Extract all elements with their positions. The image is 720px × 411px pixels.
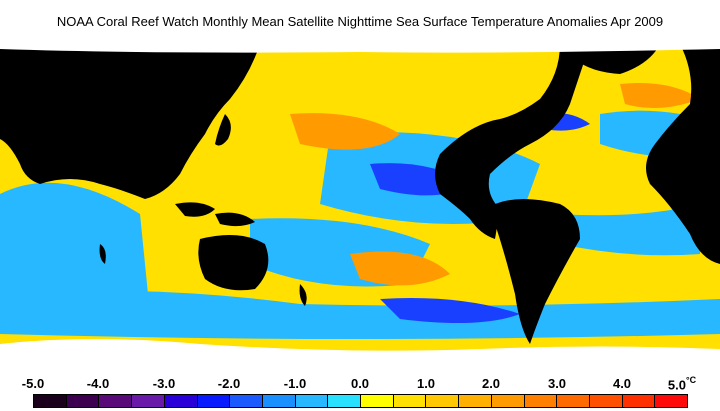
colorbar-swatch — [459, 395, 492, 407]
europe-africa — [646, 44, 720, 264]
colorbar-swatch — [622, 395, 656, 407]
new-zealand — [299, 284, 307, 306]
asia — [0, 44, 260, 199]
colorbar-swatch — [132, 395, 165, 407]
tick-label: -2.0 — [217, 376, 241, 391]
polar-ice — [0, 44, 720, 374]
colorbar-swatch — [262, 395, 296, 407]
tick-label: 1.0 — [416, 376, 436, 391]
tick-label: -4.0 — [86, 376, 110, 391]
tick-label: -1.0 — [283, 376, 307, 391]
tick-label: -3.0 — [152, 376, 176, 391]
unit-label: °C — [685, 375, 697, 385]
colorbar-swatch — [589, 395, 623, 407]
north-america — [330, 44, 590, 239]
colorbar-swatch — [99, 395, 133, 407]
tick-label: -5.0 — [21, 376, 45, 391]
tick-label: 0.0 — [350, 376, 370, 391]
colorbar — [33, 394, 688, 408]
colorbar-swatch — [230, 395, 263, 407]
tick-label: 4.0 — [612, 376, 632, 391]
colorbar-swatch — [491, 395, 525, 407]
colorbar-swatch — [164, 395, 198, 407]
sst-anomaly-map — [0, 44, 720, 374]
indonesia — [175, 202, 215, 217]
colorbar-swatch — [557, 395, 590, 407]
colorbar-swatch — [295, 395, 329, 407]
australia — [198, 235, 269, 291]
colorbar-swatch — [34, 395, 67, 407]
tick-label: 2.0 — [481, 376, 501, 391]
colorbar-swatch — [393, 395, 427, 407]
colorbar-swatch — [361, 395, 394, 407]
map-title: NOAA Coral Reef Watch Monthly Mean Satel… — [56, 14, 664, 29]
colorbar-swatch — [328, 395, 362, 407]
south-america — [495, 199, 580, 344]
japan — [215, 114, 231, 146]
colorbar-swatch — [66, 395, 100, 407]
tick-label: 3.0 — [547, 376, 567, 391]
colorbar-swatch — [655, 395, 688, 407]
colorbar-swatch — [197, 395, 231, 407]
colorbar-labels: -5.0 -4.0 -3.0 -2.0 -1.0 0.0 1.0 2.0 3.0… — [0, 375, 720, 394]
colorbar-swatch — [426, 395, 460, 407]
tick-label-max: 5.0°C — [667, 375, 697, 393]
colorbar-swatch — [524, 395, 558, 407]
